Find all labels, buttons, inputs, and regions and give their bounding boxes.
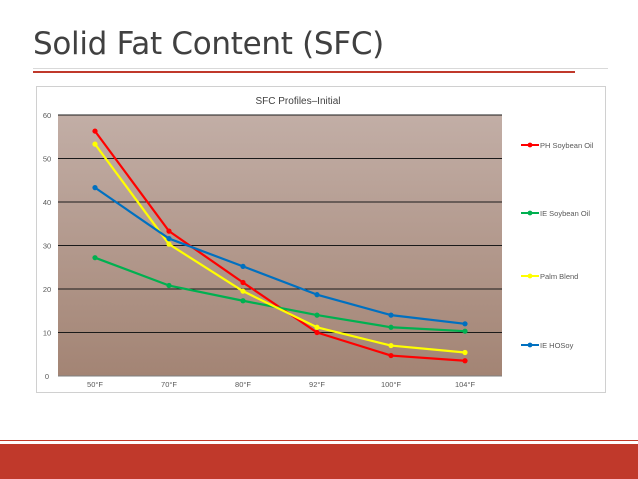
x-tick-label: 50°F	[87, 380, 103, 389]
series-line	[94, 256, 466, 333]
legend-entry: IE HOSoy	[521, 341, 574, 350]
data-point	[92, 255, 98, 261]
y-tick-label: 50	[43, 155, 51, 164]
data-point	[462, 349, 468, 356]
legend-swatch-marker	[527, 273, 533, 279]
legend-entry: Palm Blend	[521, 272, 578, 281]
legend-label: IE Soybean Oil	[540, 209, 590, 218]
legend-label: IE HOSoy	[540, 341, 574, 350]
data-point	[240, 288, 246, 294]
title-divider-accent	[33, 71, 575, 73]
data-point	[166, 282, 172, 289]
data-point	[166, 235, 172, 242]
footer-divider	[0, 440, 638, 441]
series-line	[94, 143, 466, 354]
y-tick-label: 30	[43, 242, 51, 251]
data-point	[166, 228, 172, 234]
x-tick-label: 92°F	[309, 380, 325, 389]
data-point	[388, 324, 394, 330]
legend-entry: PH Soybean Oil	[521, 141, 594, 150]
legend-label: PH Soybean Oil	[540, 141, 594, 150]
data-point	[240, 279, 246, 286]
legend-swatch-marker	[527, 142, 533, 148]
data-point	[462, 328, 468, 334]
legend-swatch-marker	[527, 210, 533, 216]
data-point	[388, 312, 394, 318]
y-tick-label: 10	[43, 329, 51, 338]
data-point	[314, 329, 320, 336]
y-tick-label: 0	[45, 372, 49, 381]
data-point	[92, 185, 98, 191]
y-tick-label: 60	[43, 111, 51, 120]
data-point	[240, 298, 246, 304]
data-point	[314, 324, 320, 330]
data-point	[314, 312, 320, 318]
y-tick-label: 20	[43, 285, 51, 294]
data-point	[92, 128, 98, 134]
data-point	[314, 292, 320, 298]
sfc-line-chart: 0 10 20 30 40 50 60 50°F 70°F 80°F 92°F 100°F 104°F…	[43, 96, 594, 389]
legend-label: Palm Blend	[540, 272, 578, 281]
footer-bar	[0, 444, 638, 479]
y-tick-label: 40	[43, 198, 51, 207]
x-tick-label: 104°F	[455, 380, 476, 389]
data-point	[388, 342, 394, 349]
legend-entry: IE Soybean Oil	[521, 209, 590, 218]
series-ie-soybean-oil	[92, 255, 468, 334]
x-tick-label: 70°F	[161, 380, 177, 389]
chart-title: SFC Profiles–Initial	[255, 96, 340, 107]
data-point	[166, 241, 172, 247]
title-divider-thin	[33, 68, 608, 69]
chart-frame: 0 10 20 30 40 50 60 50°F 70°F 80°F 92°F 100°F 104°F…	[36, 86, 606, 393]
series-palm-blend	[92, 141, 468, 356]
data-point	[92, 141, 98, 147]
x-tick-label: 100°F	[381, 380, 402, 389]
x-tick-label: 80°F	[235, 380, 251, 389]
series-line	[94, 186, 466, 325]
data-point	[462, 358, 468, 364]
data-point	[240, 263, 246, 269]
slide-title: Solid Fat Content (SFC)	[33, 26, 384, 62]
series-ie-hosoy	[92, 185, 468, 327]
legend-swatch-marker	[527, 342, 533, 348]
data-point	[388, 352, 394, 359]
data-point	[462, 321, 468, 327]
